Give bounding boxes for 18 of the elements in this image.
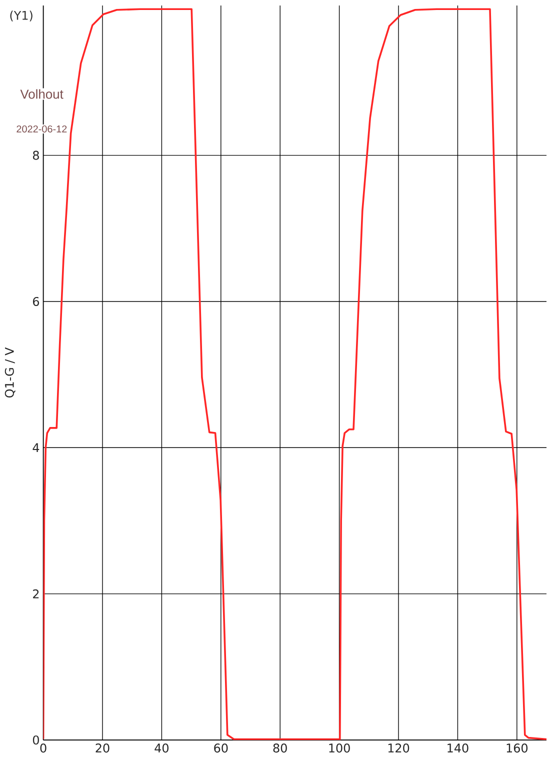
x-tick-label: 20 — [96, 744, 110, 753]
x-tick-label: 80 — [273, 744, 287, 753]
x-tick-label: 60 — [214, 744, 228, 753]
x-tick-label: 140 — [448, 744, 468, 753]
x-tick-label: 120 — [388, 744, 410, 753]
y-tick-label: 2 — [33, 589, 39, 598]
text: (Y1) — [10, 10, 32, 22]
y-tick-label: 8 — [32, 150, 39, 160]
annotation: 2022-06-12 — [16, 125, 67, 133]
y-tick-label: 0 — [32, 735, 39, 745]
y-tick-label: 4 — [32, 443, 40, 452]
y-tick-label: 6 — [33, 296, 40, 306]
x-tick-label: 100 — [329, 744, 350, 753]
x-tick-label: 0 — [40, 744, 46, 753]
annotation: Volhout — [20, 89, 64, 99]
y-axis-title: Q1-G / V — [4, 347, 16, 398]
x-tick-label: 160 — [506, 744, 528, 753]
x-tick-label: 40 — [154, 744, 169, 753]
